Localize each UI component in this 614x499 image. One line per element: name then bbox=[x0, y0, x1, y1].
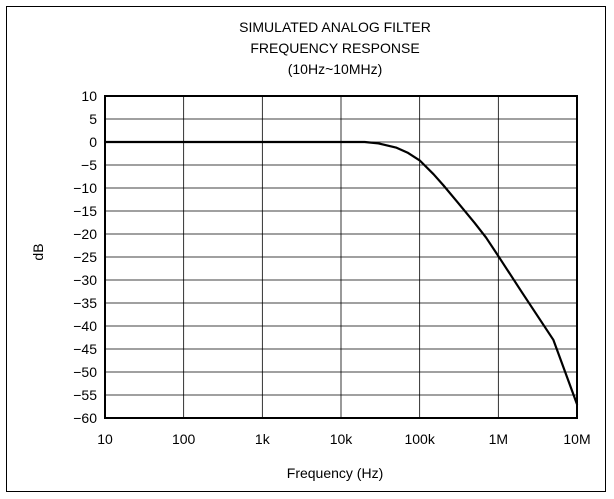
data-point bbox=[419, 159, 421, 161]
y-tick-label: 0 bbox=[89, 134, 97, 150]
data-point bbox=[364, 141, 366, 143]
x-axis-label: Frequency (Hz) bbox=[287, 465, 383, 481]
y-tick-label: 5 bbox=[89, 111, 97, 127]
chart-title-line-3: (10Hz~10MHz) bbox=[288, 61, 383, 77]
y-tick-label: −45 bbox=[73, 341, 97, 357]
data-point bbox=[485, 237, 487, 239]
data-point bbox=[183, 141, 185, 143]
data-point bbox=[521, 291, 523, 294]
y-tick-label: −10 bbox=[73, 180, 97, 196]
data-point bbox=[261, 141, 263, 143]
y-tick-label: −30 bbox=[73, 272, 97, 288]
y-tick-labels: 10 5 0 −5 −10 −15 −20 −25 −30 −35 −40 −45 −50 −55 −60 bbox=[73, 88, 97, 426]
data-point bbox=[340, 141, 342, 143]
y-tick-label: −35 bbox=[73, 295, 97, 311]
y-tick-label: −50 bbox=[73, 364, 97, 380]
data-point bbox=[474, 222, 476, 224]
x-tick-label: 10 bbox=[97, 431, 113, 447]
data-point bbox=[104, 141, 106, 143]
x-tick-labels: 10 100 1k 10k 100k 1M 10M bbox=[97, 431, 590, 447]
x-tick-label: 1k bbox=[255, 431, 271, 447]
data-point bbox=[576, 403, 578, 405]
y-tick-label: −5 bbox=[81, 157, 97, 173]
data-point bbox=[406, 151, 409, 154]
chart-title-line-1: SIMULATED ANALOG FILTER bbox=[239, 19, 431, 35]
y-tick-label: −60 bbox=[73, 410, 97, 426]
plot-area bbox=[103, 140, 579, 406]
chart-title: SIMULATED ANALOG FILTER FREQUENCY RESPON… bbox=[239, 19, 431, 77]
y-tick-label: −25 bbox=[73, 249, 97, 265]
grid-lines bbox=[104, 95, 578, 419]
data-point bbox=[442, 184, 444, 186]
data-point bbox=[497, 255, 499, 257]
data-point bbox=[432, 173, 435, 175]
y-tick-label: 10 bbox=[81, 88, 97, 104]
y-tick-label: −20 bbox=[73, 226, 97, 242]
y-tick-label: −15 bbox=[73, 203, 97, 219]
x-tick-label: 10k bbox=[330, 431, 354, 447]
x-tick-label: 100 bbox=[172, 431, 196, 447]
chart-frame: SIMULATED ANALOG FILTER FREQUENCY RESPON… bbox=[6, 6, 606, 492]
x-tick-label: 100k bbox=[404, 431, 435, 447]
data-point bbox=[377, 142, 380, 144]
plot-border bbox=[104, 95, 578, 419]
y-tick-label: −55 bbox=[73, 387, 97, 403]
y-tick-label: −40 bbox=[73, 318, 97, 334]
data-point bbox=[552, 339, 554, 341]
chart-svg: SIMULATED ANALOG FILTER FREQUENCY RESPON… bbox=[30, 19, 591, 481]
data-point bbox=[395, 146, 397, 149]
x-tick-label: 10M bbox=[563, 431, 590, 447]
data-point bbox=[456, 201, 458, 203]
x-tick-label: 1M bbox=[489, 431, 508, 447]
chart-title-line-2: FREQUENCY RESPONSE bbox=[250, 40, 419, 56]
series-line bbox=[103, 140, 579, 406]
y-axis-label: dB bbox=[30, 243, 46, 260]
